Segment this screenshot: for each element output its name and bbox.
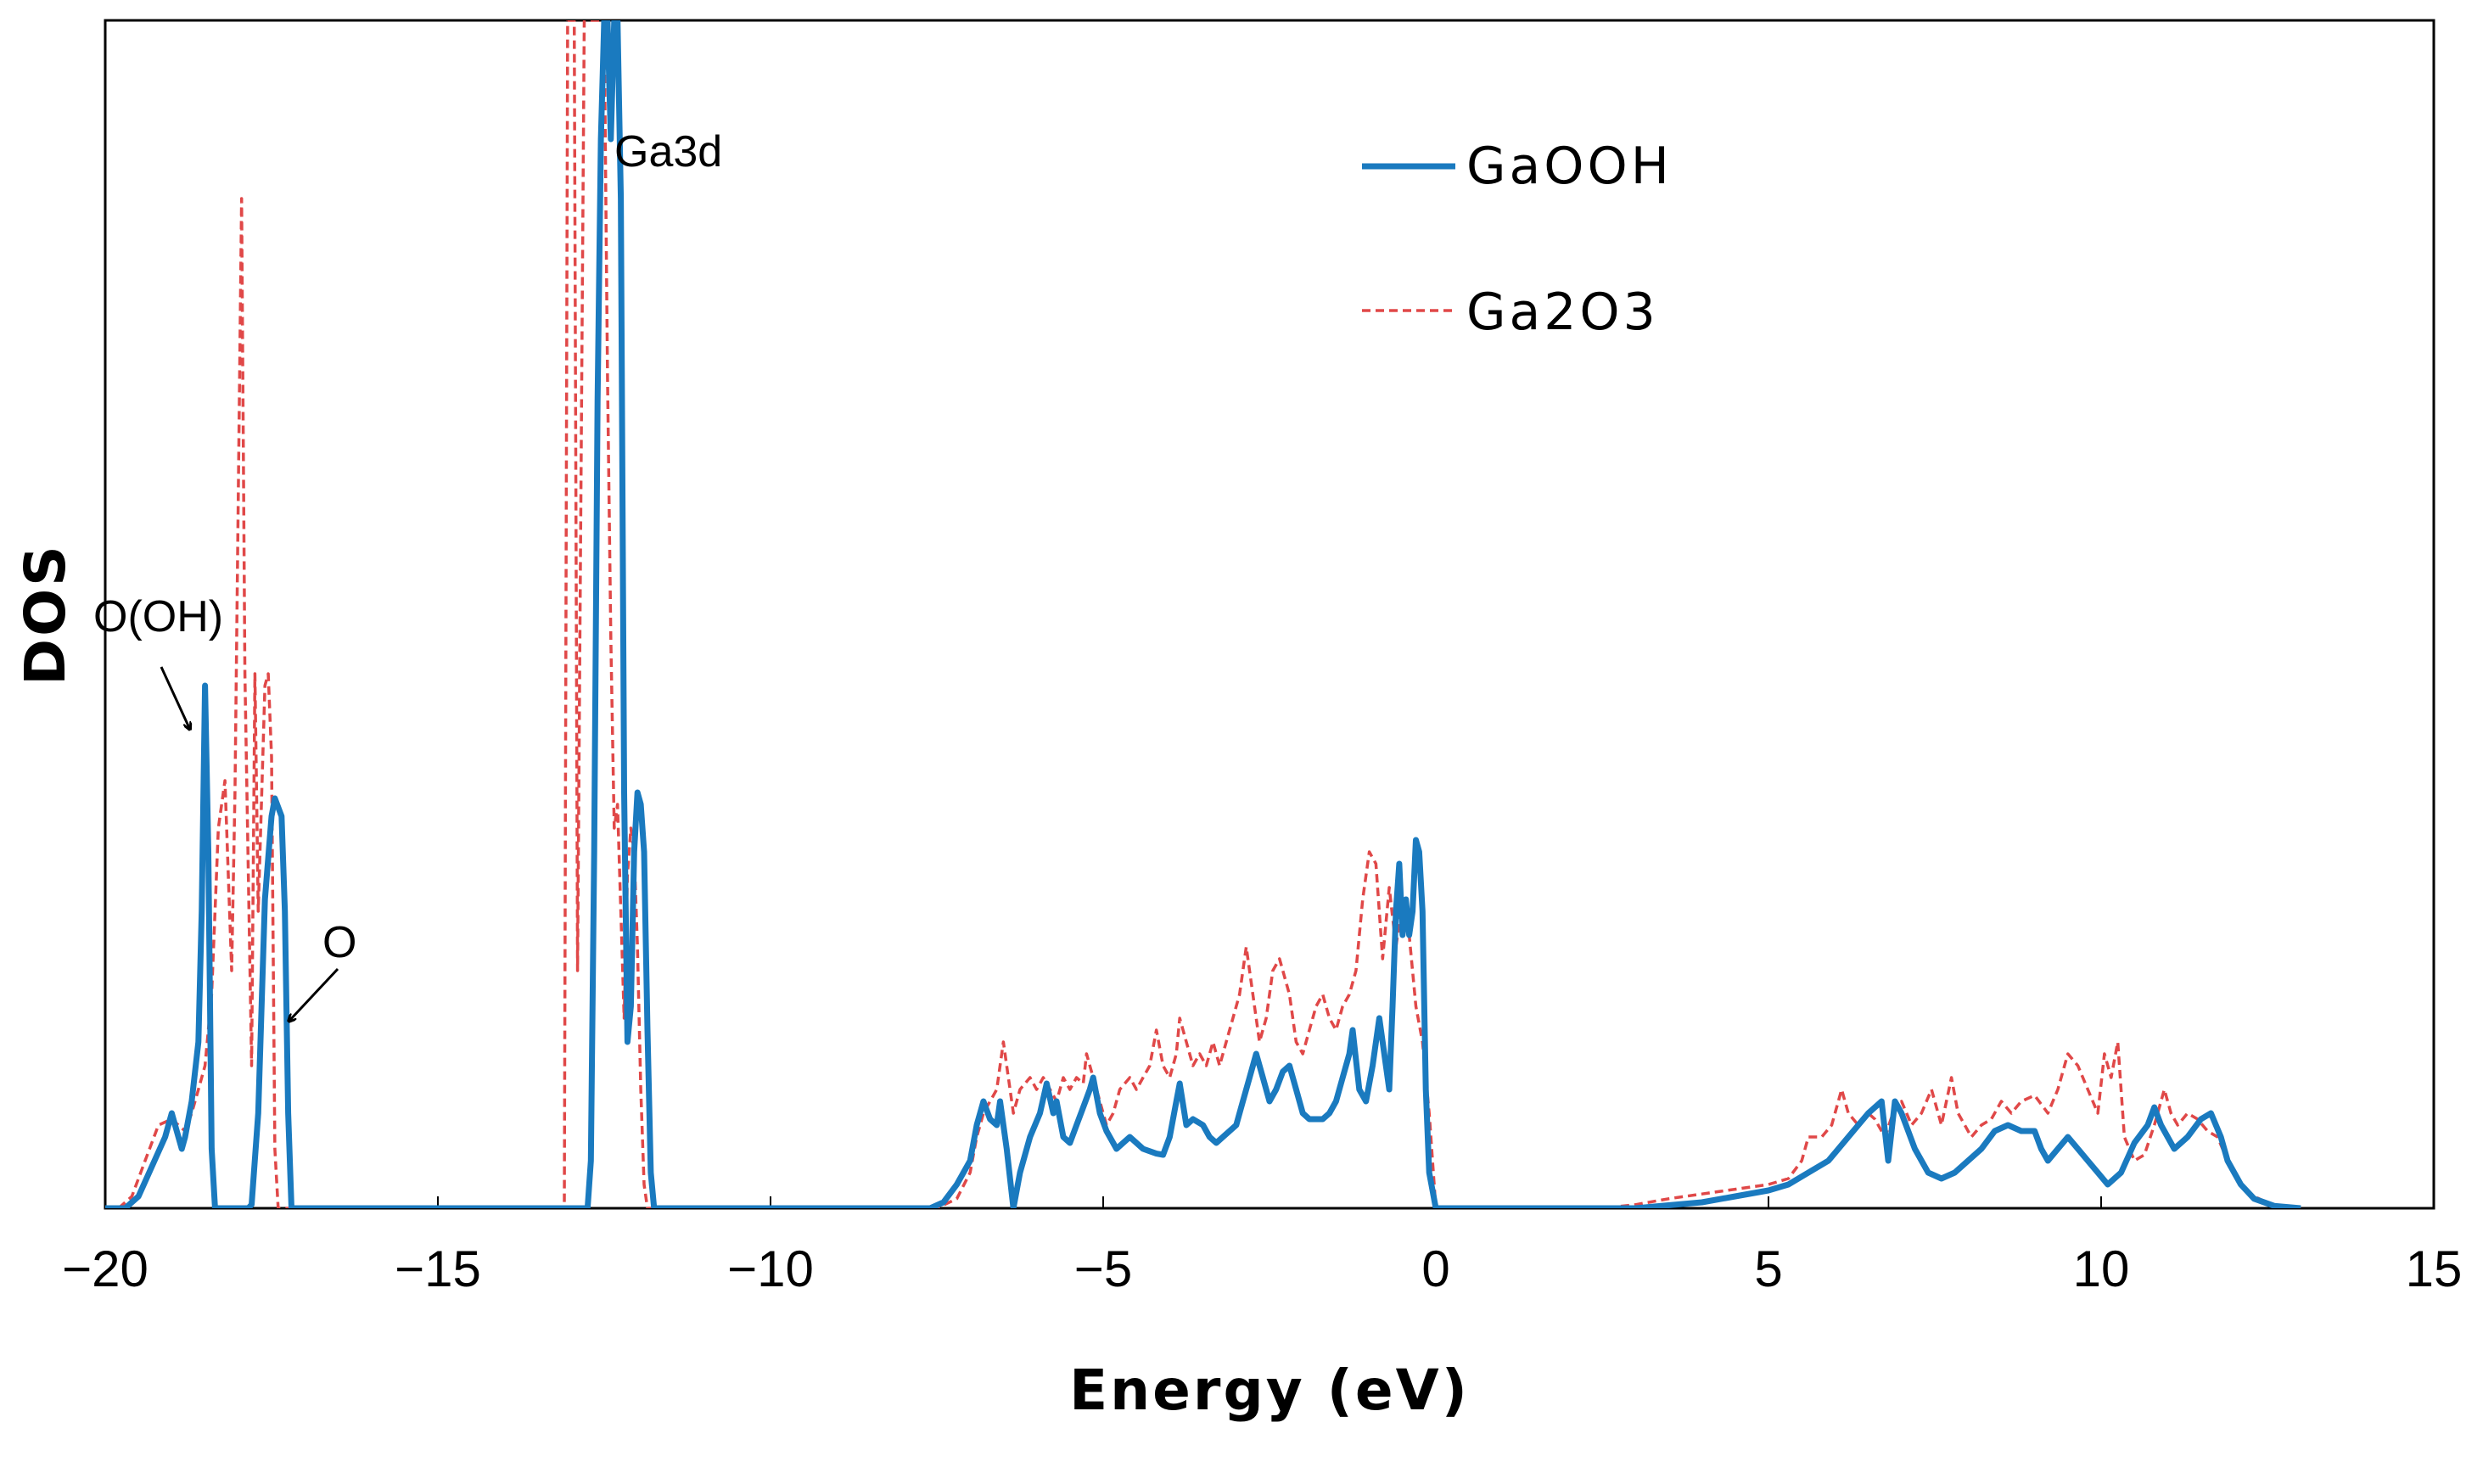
series-line-gaooh — [105, 20, 2301, 1208]
legend-label-gaooh: GaOOH — [1466, 137, 1673, 196]
x-tick-label: 15 — [2406, 1240, 2463, 1297]
annotation-o-oh: O(OH) — [93, 592, 223, 641]
annotation-arrow-o-oh — [160, 666, 190, 730]
y-axis-title: DOS — [13, 543, 78, 685]
plot-area — [105, 20, 2301, 1208]
x-tick-label: −20 — [62, 1240, 149, 1297]
x-ticks: −20 −15 −10 −5 0 5 10 15 — [62, 1196, 2462, 1297]
annotation-arrow-o — [289, 967, 339, 1022]
series-line-ga2o3 — [105, 20, 2301, 1208]
x-tick-label: −5 — [1074, 1240, 1132, 1297]
legend-label-ga2o3: Ga2O3 — [1466, 283, 1659, 342]
x-tick-label: 10 — [2073, 1240, 2130, 1297]
plot-frame — [104, 19, 2435, 1210]
x-tick-label: −15 — [395, 1240, 481, 1297]
x-axis-title: Energy (eV) — [1069, 1358, 1470, 1423]
x-tick-label: 5 — [1754, 1240, 1782, 1297]
x-tick-label: 0 — [1421, 1240, 1449, 1297]
x-tick-label: −10 — [727, 1240, 814, 1297]
legend: GaOOH Ga2O3 — [1362, 137, 1673, 342]
annotation-ga3d: Ga3d — [614, 127, 722, 176]
annotation-o: O — [322, 918, 356, 967]
